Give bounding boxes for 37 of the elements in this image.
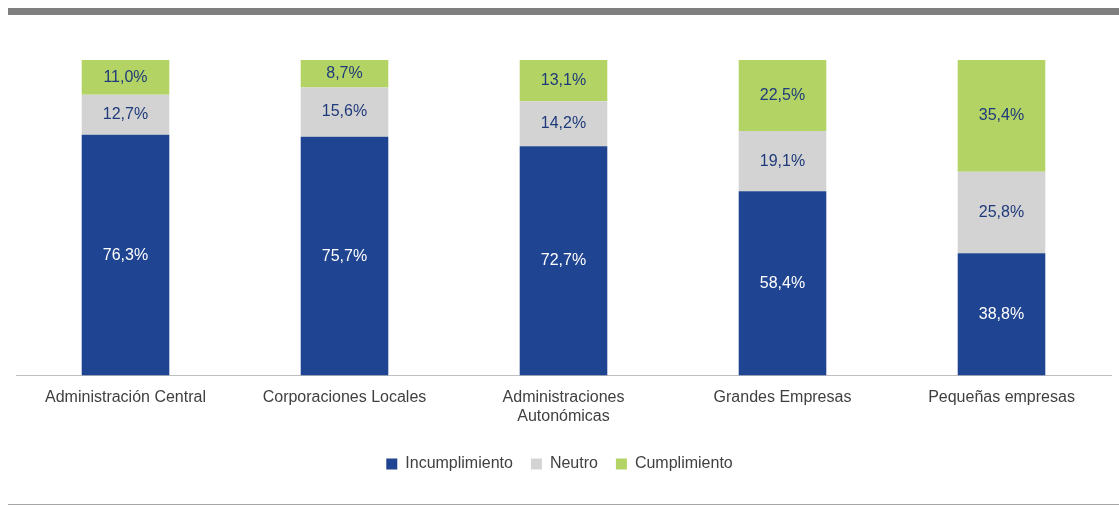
data-label: 19,1% <box>759 151 806 169</box>
bar <box>519 146 608 376</box>
x-tick-label: Corporaciones Locales <box>262 387 427 405</box>
bar <box>957 60 1046 172</box>
data-label: 22,5% <box>759 85 806 103</box>
bar <box>957 253 1046 376</box>
legend-label: Cumplimiento <box>634 454 733 472</box>
data-label: 14,2% <box>540 114 587 132</box>
x-tick-label: Pequeñas empresas <box>928 387 1075 405</box>
x-tick-label: Administraciones Autonómicas <box>502 387 625 424</box>
bar <box>738 191 827 376</box>
data-label: 13,1% <box>540 71 587 89</box>
data-label: 12,7% <box>102 105 149 123</box>
data-label: 72,7% <box>540 251 587 269</box>
bar <box>81 94 170 135</box>
bar <box>957 171 1046 254</box>
legend-label: Incumplimiento <box>405 454 513 472</box>
legend-label: Neutro <box>549 454 599 472</box>
data-label: 76,3% <box>102 245 149 263</box>
bar <box>81 60 170 95</box>
bar <box>519 60 608 102</box>
bar <box>300 87 389 137</box>
data-label: 11,0% <box>103 67 148 85</box>
bar <box>738 60 827 132</box>
bar <box>81 134 170 376</box>
data-label: 38,8% <box>978 304 1025 322</box>
data-label: 25,8% <box>978 202 1025 220</box>
data-label: 35,4% <box>978 106 1025 124</box>
bar <box>738 131 827 192</box>
bar <box>519 101 608 147</box>
data-label: 75,7% <box>321 246 368 264</box>
data-label: 8,7% <box>326 64 363 82</box>
bar <box>300 136 389 376</box>
x-tick-label: Administración Central <box>45 387 206 405</box>
data-label: 58,4% <box>759 273 806 291</box>
x-tick-label: Grandes Empresas <box>713 387 852 405</box>
data-label: 15,6% <box>321 102 368 120</box>
